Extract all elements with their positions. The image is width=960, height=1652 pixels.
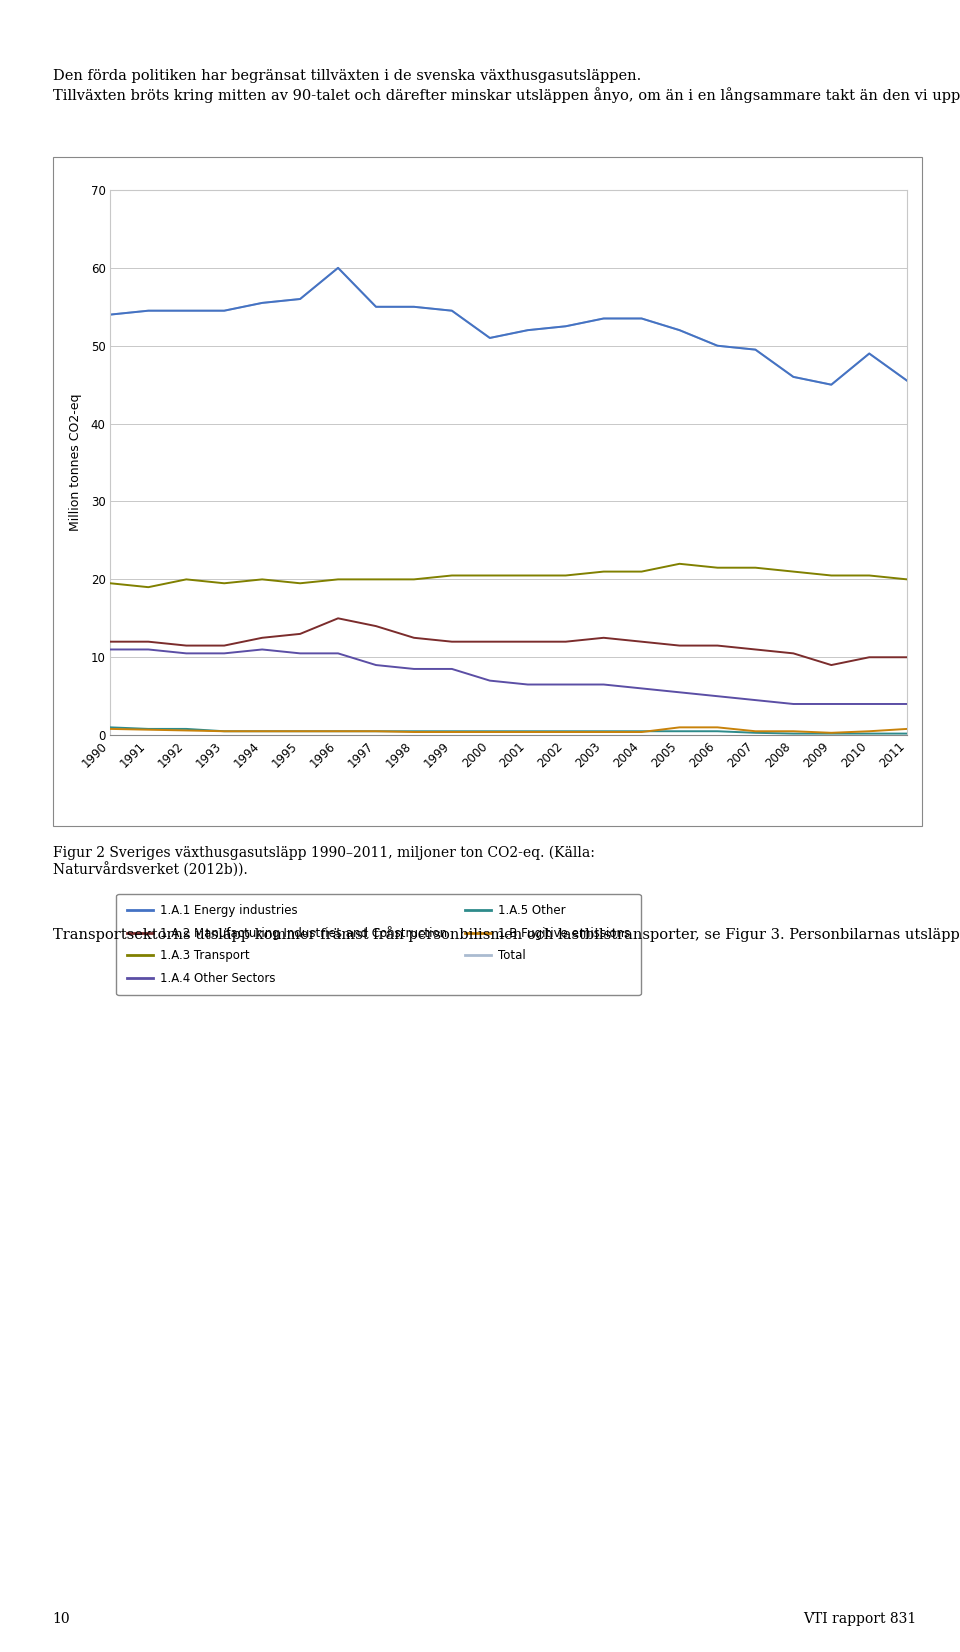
Text: Den förda politiken har begränsat tillväxten i de svenska växthusgasutsläppen.
T: Den förda politiken har begränsat tillvä… xyxy=(53,69,960,102)
Text: Transportsektorns utsläpp kommer främst från personbilismen och lastbilstranspor: Transportsektorns utsläpp kommer främst … xyxy=(53,925,960,942)
Legend: 1.A.1 Energy industries, 1.A.2 Manufacturing Industries and Construction, 1.A.3 : 1.A.1 Energy industries, 1.A.2 Manufactu… xyxy=(116,894,640,995)
Text: VTI rapport 831: VTI rapport 831 xyxy=(804,1612,917,1626)
Y-axis label: Million tonnes CO2-eq: Million tonnes CO2-eq xyxy=(69,393,83,532)
Text: Figur 2 Sveriges växthusgasutsläpp 1990–2011, miljoner ton CO2-eq. (Källa:
Natur: Figur 2 Sveriges växthusgasutsläpp 1990–… xyxy=(53,846,594,877)
Text: 10: 10 xyxy=(53,1612,70,1626)
